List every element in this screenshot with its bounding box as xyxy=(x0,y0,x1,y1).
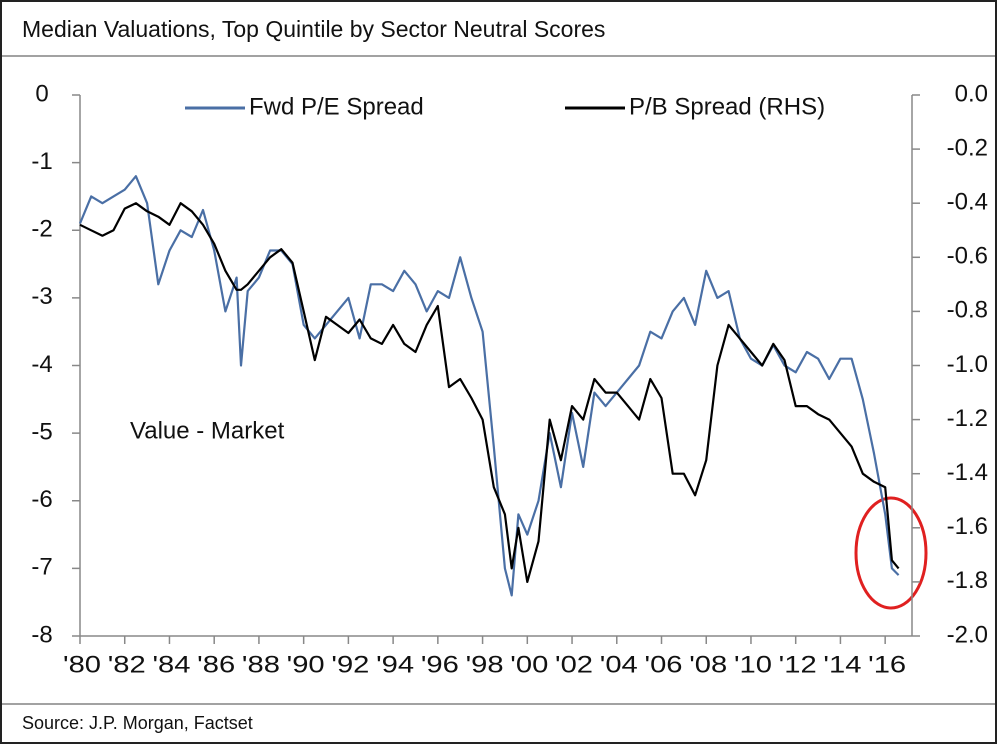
x-tick-label: '84 xyxy=(152,651,190,678)
x-tick-label: '86 xyxy=(197,651,235,678)
x-tick-label: '16 xyxy=(868,651,906,678)
x-tick-label: '80 xyxy=(63,651,101,678)
y-tick-label: -3 xyxy=(31,283,52,310)
x-tick-label: '90 xyxy=(287,651,325,678)
x-tick-label: '82 xyxy=(108,651,146,678)
y2-tick-label: -1.8 xyxy=(947,567,988,594)
y2-tick-label: -1.2 xyxy=(947,405,988,432)
y2-tick-label: -1.0 xyxy=(947,351,988,378)
highlight-circle xyxy=(854,496,928,610)
y-tick-label: -6 xyxy=(31,486,52,513)
y2-tick-label: -0.8 xyxy=(947,297,988,324)
x-tick-label: '08 xyxy=(689,651,727,678)
legend-label: Fwd P/E Spread xyxy=(249,93,424,120)
y-tick-label: -1 xyxy=(31,148,52,175)
x-tick-label: '06 xyxy=(645,651,683,678)
annotation: Value - Market xyxy=(130,417,285,444)
y2-tick-label: -0.4 xyxy=(947,189,988,216)
x-tick-label: '14 xyxy=(823,651,861,678)
y2-tick-label: -0.6 xyxy=(947,243,988,270)
y-tick-label: -8 xyxy=(31,621,52,648)
y2-tick-label: 0.0 xyxy=(955,80,988,107)
legend-label: P/B Spread (RHS) xyxy=(629,93,825,120)
y2-tick-label: -2.0 xyxy=(947,621,988,648)
y-tick-label: -7 xyxy=(31,554,52,581)
chart-title: Median Valuations, Top Quintile by Secto… xyxy=(22,16,605,42)
x-tick-label: '96 xyxy=(421,651,459,678)
x-tick-label: '92 xyxy=(331,651,369,678)
x-tick-label: '04 xyxy=(600,651,638,678)
x-tick-label: '02 xyxy=(555,651,593,678)
x-tick-label: '88 xyxy=(242,651,280,678)
x-tick-label: '10 xyxy=(734,651,772,678)
x-tick-label: '12 xyxy=(779,651,817,678)
x-tick-label: '98 xyxy=(466,651,504,678)
y2-tick-label: -1.4 xyxy=(947,459,988,486)
y-tick-label: -4 xyxy=(31,351,52,378)
y-tick-label: 0 xyxy=(35,80,48,107)
source: Source: J.P. Morgan, Factset xyxy=(22,713,253,733)
series-line xyxy=(79,202,900,583)
y-tick-label: -2 xyxy=(31,216,52,243)
x-tick-label: '94 xyxy=(376,651,414,678)
y2-tick-label: -0.2 xyxy=(947,134,988,161)
x-tick-label: '00 xyxy=(510,651,548,678)
y-tick-label: -5 xyxy=(31,418,52,445)
y2-tick-label: -1.6 xyxy=(947,513,988,540)
